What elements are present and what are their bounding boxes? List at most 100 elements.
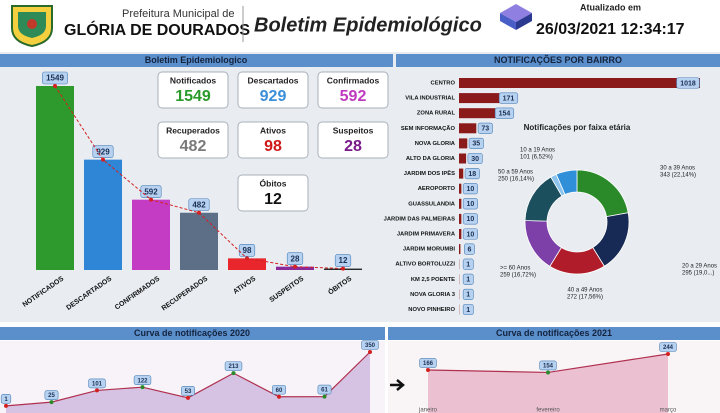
value-label-box bbox=[462, 183, 478, 195]
y-tick-label: NOVO PINHEIRO bbox=[408, 307, 455, 313]
value-label: 1018 bbox=[680, 80, 696, 87]
value-label: 6 bbox=[467, 246, 471, 253]
value-label: 171 bbox=[503, 95, 515, 102]
title-bar bbox=[0, 327, 385, 340]
value-label: 154 bbox=[543, 364, 554, 370]
value-label: 53 bbox=[185, 389, 192, 395]
value-label-box bbox=[181, 386, 195, 396]
value-label: 10 bbox=[466, 216, 474, 223]
bar bbox=[459, 108, 496, 119]
bar bbox=[459, 153, 467, 164]
y-tick-label: ZONA RURAL bbox=[417, 111, 456, 117]
value-label-box bbox=[88, 378, 106, 389]
municipality: GLÓRIA DE DOURADOS bbox=[64, 20, 250, 39]
value-label: 1 bbox=[4, 397, 8, 403]
value-label: 10 bbox=[466, 201, 474, 208]
arrow-icon bbox=[390, 379, 405, 391]
point bbox=[186, 395, 190, 400]
kpi-value: 12 bbox=[264, 191, 282, 208]
kpi-value: 929 bbox=[260, 88, 287, 105]
bar bbox=[36, 86, 74, 270]
trend-point bbox=[197, 210, 201, 215]
municipality-prefix: Prefeitura Municipal de bbox=[122, 8, 235, 20]
y-tick-label: NOVA GLORIA bbox=[415, 141, 456, 147]
trend-point bbox=[245, 256, 249, 261]
logo bbox=[11, 5, 53, 48]
value-label: 10 bbox=[466, 231, 474, 238]
value-label-box bbox=[464, 243, 475, 255]
bar bbox=[228, 258, 266, 270]
value-label-box bbox=[464, 168, 480, 180]
x-tick-label: janeiro bbox=[418, 408, 438, 413]
bar bbox=[459, 229, 462, 239]
bar bbox=[459, 244, 461, 255]
trend-point bbox=[293, 264, 297, 269]
chart-title: Curva de notificações 2021 bbox=[496, 328, 612, 338]
value-label: 1 bbox=[466, 262, 470, 269]
value-label-box bbox=[133, 375, 152, 385]
y-tick-label: ALTO DA GLORIA bbox=[406, 156, 456, 162]
slice-value-label: 259 (16,72%) bbox=[500, 273, 536, 279]
value-label: 244 bbox=[663, 345, 674, 351]
value-label: 28 bbox=[291, 254, 300, 263]
value-label: 154 bbox=[499, 111, 511, 118]
kpi-value: 1549 bbox=[175, 88, 211, 105]
value-label-box bbox=[462, 258, 474, 270]
value-label-box bbox=[462, 213, 478, 225]
slice-value-label: 272 (17,56%) bbox=[567, 295, 603, 301]
chart-title: NOTIFICAÇÕES POR BAIRRO bbox=[494, 55, 622, 65]
point bbox=[95, 388, 99, 393]
chart-title: Notificações por faixa etária bbox=[524, 123, 631, 132]
slice-value-label: 343 (22,14%) bbox=[660, 173, 696, 179]
y-tick-label: KM 2,5 POENTE bbox=[411, 277, 455, 283]
slice-value-label: 250 (16,14%) bbox=[498, 177, 534, 183]
slice-label: 20 a 29 Anos bbox=[682, 264, 717, 270]
value-label-box bbox=[361, 340, 379, 350]
value-label: 929 bbox=[96, 147, 110, 156]
value-label: 1 bbox=[466, 277, 470, 284]
slice-label: 50 a 59 Anos bbox=[498, 170, 533, 176]
y-tick-label: JARDIM DOS IPÊS bbox=[404, 169, 455, 177]
value-label: 350 bbox=[365, 343, 376, 349]
updated-at: 26/03/2021 12:34:17 bbox=[536, 21, 685, 38]
value-label: 482 bbox=[192, 200, 206, 209]
y-tick-label: AEROPORTO bbox=[418, 186, 456, 192]
brand-icon bbox=[500, 4, 532, 30]
kpi-label: Descartados bbox=[247, 75, 298, 85]
slice-label: 40 a 49 Anos bbox=[567, 288, 602, 294]
slice-value-label: 101 (6,52%) bbox=[520, 155, 553, 161]
point bbox=[49, 400, 54, 405]
kpi-label: Suspeitos bbox=[333, 125, 374, 135]
point bbox=[368, 350, 372, 354]
page-title: Boletim Epidemiológico bbox=[254, 14, 482, 36]
kpi-label: Ativos bbox=[260, 125, 286, 135]
point bbox=[426, 367, 430, 372]
slice-value-label: 295 (19,0...) bbox=[682, 271, 714, 277]
value-label: 25 bbox=[48, 393, 55, 399]
value-label: 1549 bbox=[46, 74, 64, 83]
value-label: 101 bbox=[92, 381, 103, 387]
kpi-card bbox=[157, 121, 229, 159]
slice-label: 10 a 19 Anos bbox=[520, 148, 555, 154]
value-label-box bbox=[224, 361, 243, 371]
x-tick-label: fevereiro bbox=[536, 408, 560, 413]
point bbox=[277, 394, 281, 399]
x-tick-label: março bbox=[660, 408, 677, 413]
slice-label: >= 60 Anos bbox=[500, 266, 530, 272]
bar bbox=[459, 198, 462, 209]
kpi-card bbox=[237, 121, 309, 159]
value-label: 73 bbox=[481, 126, 489, 133]
value-label-box bbox=[498, 92, 519, 104]
value-label-box bbox=[462, 198, 478, 210]
chart-title: Boletim Epidemiologico bbox=[145, 55, 248, 65]
trend-point bbox=[149, 197, 153, 202]
updated-label: Atualizado em bbox=[580, 2, 641, 12]
y-tick-label: CENTRO bbox=[431, 81, 456, 87]
kpi-value: 592 bbox=[340, 88, 367, 105]
value-label-box bbox=[676, 77, 700, 89]
value-label-box bbox=[467, 152, 483, 165]
value-label: 12 bbox=[339, 256, 348, 265]
slice-label: 30 a 39 Anos bbox=[660, 166, 695, 172]
kpi-card bbox=[237, 71, 309, 109]
